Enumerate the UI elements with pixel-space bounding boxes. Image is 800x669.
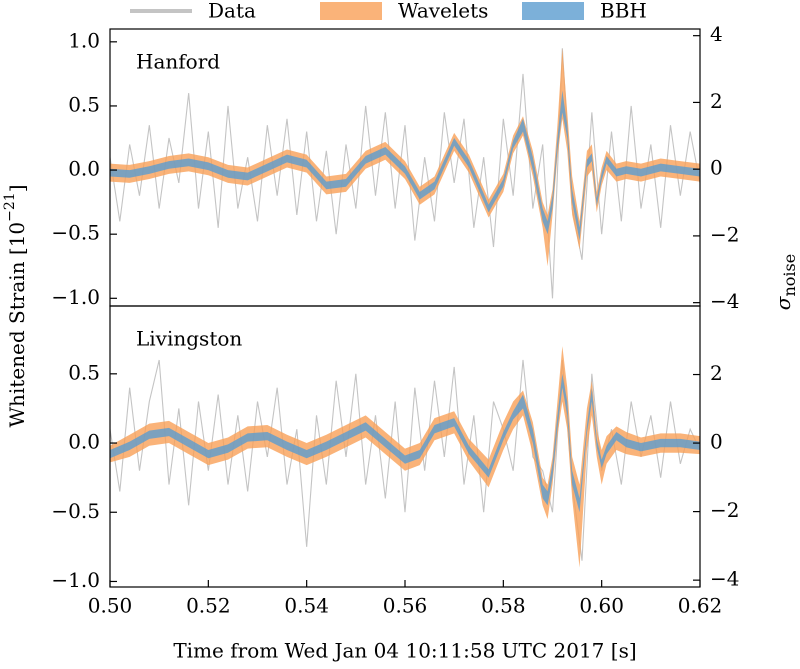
y2-tick-label: 4 <box>710 22 723 46</box>
x-tick-label: 0.56 <box>383 594 428 618</box>
y-label-text: Whitened Strain [10 <box>5 222 29 428</box>
y-tick-label: −0.5 <box>51 221 100 245</box>
y2-tick-label: 2 <box>710 89 723 113</box>
x-axis-label: Time from Wed Jan 04 10:11:58 UTC 2017 [… <box>173 639 636 663</box>
x-tick-label: 0.60 <box>579 594 624 618</box>
plot-area <box>110 346 700 568</box>
legend-swatch <box>522 2 584 20</box>
x-tick-label: 0.50 <box>88 594 133 618</box>
x-tick-label: 0.52 <box>186 594 231 618</box>
y2-tick-label: 0 <box>710 156 723 180</box>
y2-tick-label: 0 <box>710 430 723 454</box>
x-tick-label: 0.54 <box>284 594 329 618</box>
band <box>110 48 700 267</box>
y2-label-subscript: noise <box>780 254 799 297</box>
y-label-close: ] <box>5 184 29 192</box>
y-tick-label: 1.0 <box>68 28 100 52</box>
y2-tick-label: −4 <box>710 289 739 313</box>
data-line <box>110 48 700 299</box>
y2-axis-label: σnoise <box>771 254 799 310</box>
panel-title: Livingston <box>136 327 242 351</box>
x-tick-label: 0.58 <box>481 594 526 618</box>
legend-label: BBH <box>600 0 647 23</box>
legend-label: Wavelets <box>398 0 488 23</box>
y2-label-symbol: σ <box>771 295 795 310</box>
band <box>110 90 700 241</box>
x-tick-label: 0.62 <box>678 594 723 618</box>
y-tick-label: 0.5 <box>68 92 100 116</box>
y2-tick-label: −2 <box>710 222 739 246</box>
legend-swatch <box>320 2 382 20</box>
panel-title: Hanford <box>136 50 220 74</box>
y-tick-label: −1.0 <box>51 285 100 309</box>
y-tick-label: −0.5 <box>51 499 100 523</box>
y2-tick-label: −4 <box>710 567 739 591</box>
y2-tick-label: −2 <box>710 498 739 522</box>
y2-tick-label: 2 <box>710 361 723 385</box>
y-axis-label: Whitened Strain [10−21] <box>2 184 29 427</box>
plot-area <box>110 48 700 299</box>
y-tick-label: 0.0 <box>68 430 100 454</box>
legend-label: Data <box>208 0 256 23</box>
y-tick-label: 0.5 <box>68 360 100 384</box>
band <box>110 373 700 513</box>
y-label-exponent: −21 <box>2 192 18 222</box>
y-tick-label: −1.0 <box>51 568 100 592</box>
y-tick-label: 0.0 <box>68 157 100 181</box>
